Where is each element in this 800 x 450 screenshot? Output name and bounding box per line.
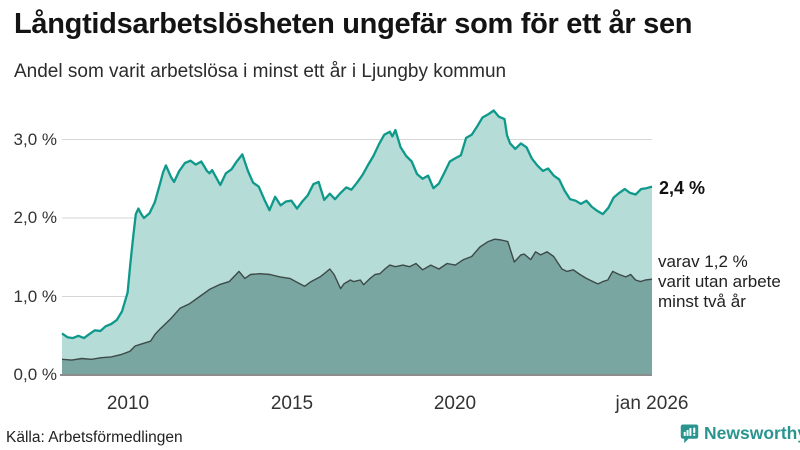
newsworthy-logo: Newsworthy bbox=[680, 423, 800, 444]
annotation-line: varav 1,2 % bbox=[658, 252, 748, 271]
newsworthy-icon bbox=[680, 424, 699, 443]
y-axis-tick-label: 2,0 % bbox=[13, 208, 57, 227]
x-axis-tick-label: jan 2026 bbox=[615, 393, 689, 414]
secondary-annotation: varav 1,2 % varit utan arbete minst två … bbox=[658, 252, 781, 312]
x-axis-tick-label: 2015 bbox=[270, 393, 314, 414]
latest-value-label: 2,4 % bbox=[659, 178, 706, 198]
source-note: Källa: Arbetsförmedlingen bbox=[6, 429, 183, 446]
y-axis-tick-label: 0,0 % bbox=[13, 365, 57, 384]
y-axis-tick-label: 3,0 % bbox=[13, 130, 57, 149]
one-year-line bbox=[61, 109, 653, 340]
x-axis-tick-label: 2020 bbox=[433, 393, 477, 414]
annotation-line: minst två år bbox=[658, 292, 746, 311]
chart-subtitle: Andel som varit arbetslösa i minst ett å… bbox=[14, 61, 507, 82]
brand-name: Newsworthy bbox=[704, 423, 800, 443]
x-axis-tick-label: 2010 bbox=[106, 393, 150, 414]
annotation-line: varit utan arbete bbox=[658, 272, 781, 291]
page-title: Långtidsarbetslösheten ungefär som för e… bbox=[14, 8, 693, 40]
two-year-line bbox=[61, 238, 653, 361]
y-axis-tick-label: 1,0 % bbox=[13, 287, 57, 306]
two-year-area bbox=[62, 239, 652, 375]
